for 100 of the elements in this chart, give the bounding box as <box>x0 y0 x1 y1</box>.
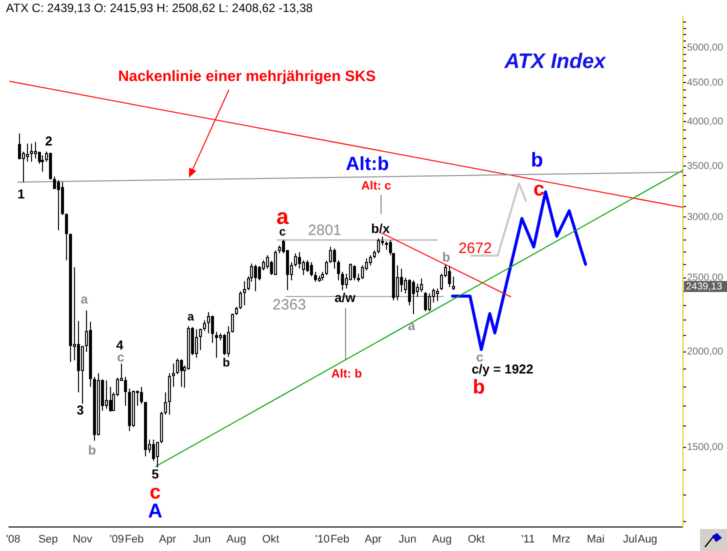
x-tick-label: '10 <box>315 534 330 546</box>
y-tick-label: 5000,00 <box>687 42 724 54</box>
candlestick <box>207 311 210 334</box>
x-tick-label: Okt <box>262 534 280 546</box>
annotation: b <box>530 150 544 172</box>
annotation: b <box>442 250 450 265</box>
y-tick-label: 2500,00 <box>687 272 724 284</box>
x-tick-label: Jul <box>623 534 638 546</box>
candlestick <box>448 266 451 288</box>
text: ATX Index <box>503 50 607 73</box>
candlestick <box>176 358 179 375</box>
annotation: a/w <box>334 290 356 306</box>
annotation: a <box>408 318 416 333</box>
chart-subtitle: ATX C: 2439,13 O: 2415,93 H: 2508,62 L: 2408,62 -13,38 <box>6 1 313 15</box>
candlestick <box>243 280 246 306</box>
candlestick <box>211 315 214 344</box>
candlestick <box>349 262 352 281</box>
candlestick <box>306 260 309 272</box>
x-tick-label: Mai <box>586 534 605 546</box>
y-tick-label: 2000,00 <box>687 346 724 358</box>
candlestick <box>302 260 305 276</box>
candlestick <box>53 176 56 190</box>
candlestick <box>81 346 84 404</box>
candlestick <box>140 386 143 404</box>
candlestick <box>57 180 60 231</box>
candlestick <box>314 271 317 282</box>
candlestick <box>105 380 108 410</box>
candlestick <box>258 266 261 281</box>
candlestick <box>325 260 328 276</box>
x-tick-label: Sep <box>38 534 58 546</box>
annotation: 5 <box>152 466 159 482</box>
x-tick-label: Aug <box>638 534 658 546</box>
annotation: a <box>80 292 89 307</box>
candlestick <box>41 154 44 172</box>
annotation: Alt:b <box>346 154 389 176</box>
annotation: b <box>88 442 96 458</box>
annotation: 1 <box>17 186 25 202</box>
candlestick <box>310 262 313 277</box>
candlestick <box>164 392 167 416</box>
candlestick <box>436 288 439 302</box>
x-tick-label: '08 <box>6 534 20 546</box>
candlestick <box>298 252 301 270</box>
candlestick <box>18 133 21 160</box>
candlestick <box>353 264 356 281</box>
annotation: 2 <box>45 134 52 149</box>
annotation: c <box>533 178 545 201</box>
candlestick <box>420 278 423 292</box>
annotation: Nackenlinie einer mehrjährigen SKS <box>118 68 376 85</box>
annotation: b <box>472 376 485 399</box>
annotation: a <box>187 309 194 324</box>
candlestick <box>231 312 234 333</box>
candlestick <box>239 290 242 310</box>
candlestick <box>274 250 277 276</box>
candlestick <box>227 326 230 358</box>
x-tick-label: '09 <box>110 534 124 546</box>
annotation: 2672 <box>458 240 492 257</box>
candlestick <box>428 292 431 312</box>
y-tick-label: 3500,00 <box>687 160 724 172</box>
x-tick-label: Nov <box>72 534 93 546</box>
candlestick <box>408 278 411 306</box>
candlestick <box>199 328 202 351</box>
x-tick-label: Feb <box>124 534 144 546</box>
candlestick <box>337 260 340 281</box>
candlestick <box>152 439 155 462</box>
annotation: 2801 <box>308 222 342 240</box>
candlestick <box>377 238 380 254</box>
x-tick-label: Feb <box>330 534 350 546</box>
x-tick-label: Okt <box>468 534 485 546</box>
candlestick <box>412 280 415 315</box>
candlestick <box>215 331 218 358</box>
candlestick <box>65 212 68 261</box>
candlestick <box>361 264 364 280</box>
candlestick <box>124 376 127 406</box>
candlestick <box>369 254 372 266</box>
candlestick <box>172 363 175 388</box>
candlestick <box>26 143 29 162</box>
x-tick-label: Jun <box>398 534 416 546</box>
candlestick <box>180 358 183 388</box>
x-tick-label: Mrz <box>552 534 570 546</box>
y-tick-label: 1500,00 <box>687 442 724 454</box>
candlestick <box>203 320 206 332</box>
x-tick-label: Aug <box>226 534 246 546</box>
annotation: Alt: c <box>361 178 392 192</box>
candlestick <box>223 334 226 356</box>
candlestick <box>416 283 419 298</box>
x-tick-label: Apr <box>158 534 176 546</box>
annotation: 2363 <box>272 296 306 314</box>
candlestick <box>452 276 455 291</box>
candlestick <box>156 441 159 468</box>
y-tick-label: 4500,00 <box>687 77 724 88</box>
candlestick <box>294 252 297 268</box>
candlestick <box>424 292 427 312</box>
annotation: b/x <box>371 221 391 236</box>
x-tick-label: '11 <box>521 534 535 546</box>
text: 2439,13 <box>686 281 723 292</box>
candlestick <box>195 328 198 358</box>
candlestick <box>34 141 37 160</box>
annotation: b <box>222 355 230 370</box>
candlestick <box>333 248 336 270</box>
candlestick <box>30 143 33 162</box>
